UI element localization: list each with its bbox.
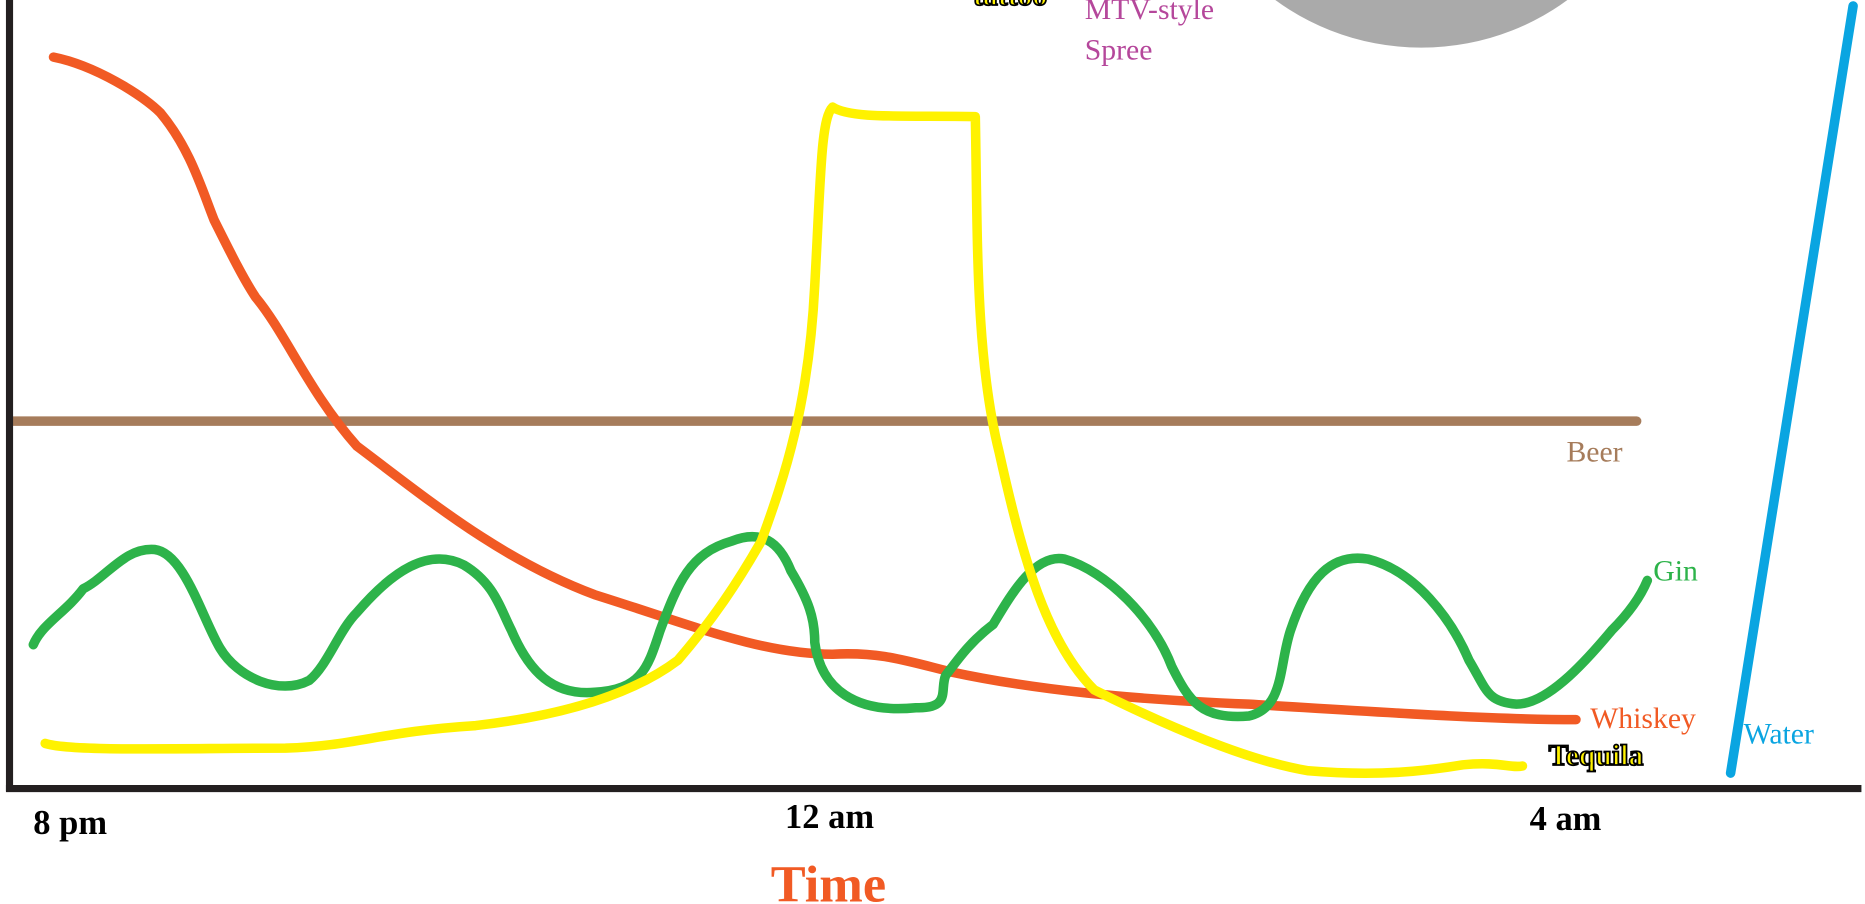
series-label: Tequila xyxy=(1549,740,1644,772)
x-axis-label: Time xyxy=(771,856,886,904)
water-line xyxy=(1731,6,1854,773)
tequila-line xyxy=(45,107,1522,773)
x-tick-label: 12 am xyxy=(785,798,874,836)
annotation: MTV-style xyxy=(1085,0,1214,26)
series-label: Gin xyxy=(1653,555,1698,587)
annotation: tattoo xyxy=(973,0,1047,12)
gin-line xyxy=(33,537,1647,717)
annotation: Spree xyxy=(1085,34,1153,66)
series-label: Whiskey xyxy=(1590,703,1696,735)
grey-blob xyxy=(1183,0,1659,48)
series-label: Water xyxy=(1744,718,1814,750)
x-tick-label: 4 am xyxy=(1530,800,1602,838)
series-label: Beer xyxy=(1566,437,1622,469)
page: {"chart_data": {"type": "line", "x_label… xyxy=(0,0,1865,904)
chart: Beer Gin Whiskey Water Tequila tattoo MT… xyxy=(0,0,1865,904)
x-tick-label: 8 pm xyxy=(33,804,107,842)
